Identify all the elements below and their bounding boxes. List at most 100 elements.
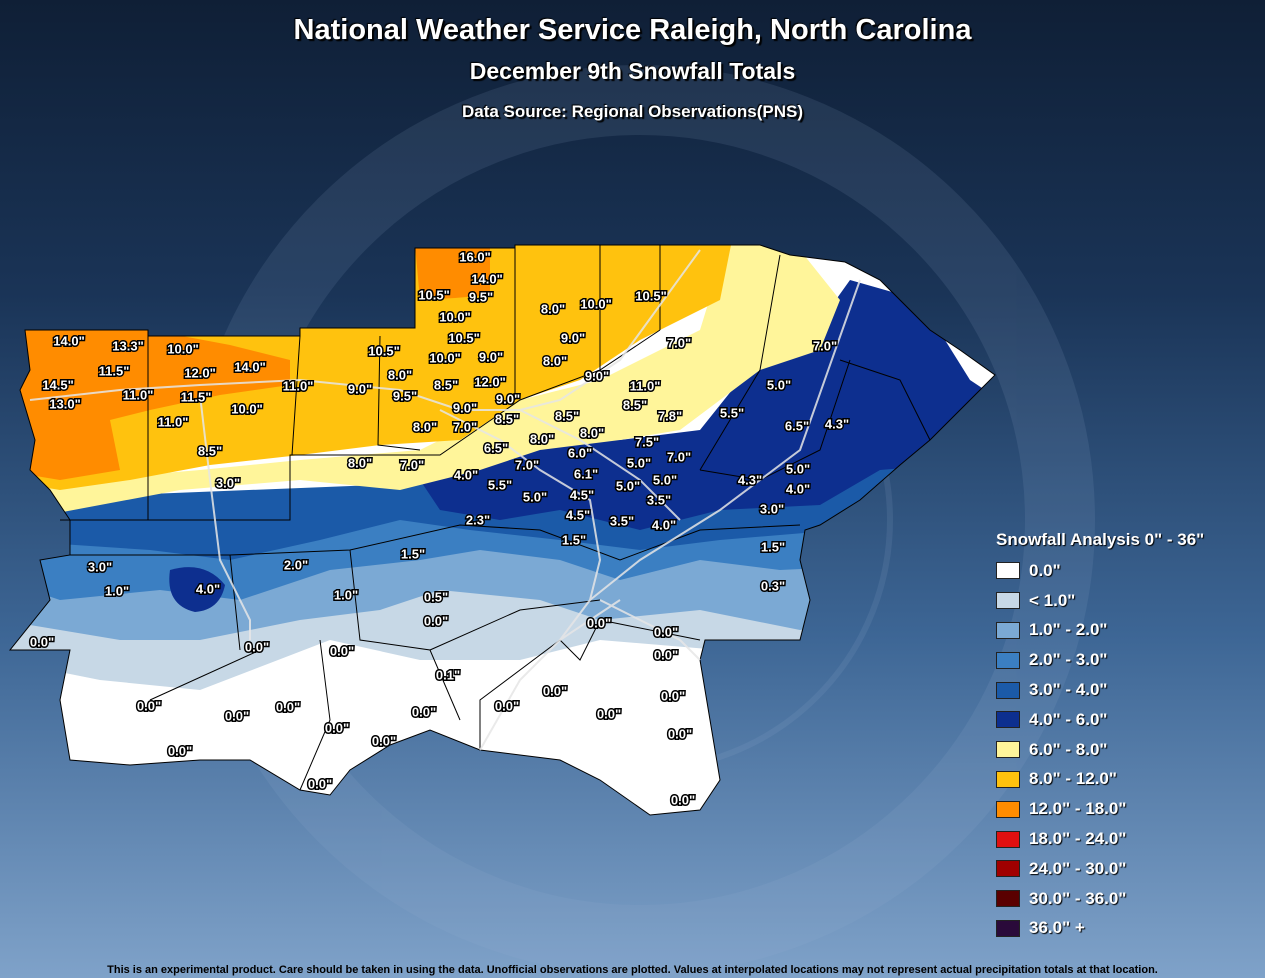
snowfall-observation: 10.0" xyxy=(167,341,198,356)
legend-label: 24.0" - 30.0" xyxy=(1029,858,1127,878)
county-borders xyxy=(8,244,996,816)
snowfall-observation: 8.0" xyxy=(348,455,372,470)
snowfall-observation: 1.0" xyxy=(105,583,129,598)
data-source: Data Source: Regional Observations(PNS) xyxy=(461,102,804,121)
snowfall-observation: 3.0" xyxy=(216,475,240,490)
snowfall-observation: 6.5" xyxy=(484,440,508,455)
snowfall-observation: 13.3" xyxy=(112,338,143,353)
legend-swatch xyxy=(996,592,1020,610)
snowfall-observation: 7.0" xyxy=(515,457,539,472)
legend: Snowfall Analysis 0" - 36" 0.0" < 1.0" 1.0… xyxy=(996,530,1204,943)
snowfall-observation: 11.5" xyxy=(99,363,130,378)
legend-label: 0.0" xyxy=(1029,560,1061,580)
snowfall-observation: 10.0" xyxy=(231,401,262,416)
snowfall-observation: 10.5" xyxy=(448,330,479,345)
snowfall-observation: 0.0" xyxy=(668,726,692,741)
snowfall-observation: 0.0" xyxy=(276,699,300,714)
snowfall-observation: 8.5" xyxy=(495,411,519,426)
observation-labels: 16.0" 14.0" 10.5" 9.5" 10.0" 10.5" 14.0" 13.3" 1… xyxy=(28,248,850,809)
legend-label: 18.0" - 24.0" xyxy=(1029,829,1127,849)
snowfall-observation: 3.5" xyxy=(610,513,634,528)
snowfall-observation: 0.0" xyxy=(137,698,161,713)
snowfall-observation: 0.1" xyxy=(436,667,460,682)
snowfall-observation: 0.0" xyxy=(325,720,349,735)
snowfall-observation: 10.5" xyxy=(368,343,399,358)
snowfall-observation: 4.0" xyxy=(196,581,220,596)
legend-item: 12.0" - 18.0" xyxy=(996,794,1204,824)
legend-swatch xyxy=(996,919,1020,937)
legend-rows: 0.0" < 1.0" 1.0" - 2.0" 2.0" - 3.0" 3.0" - 4… xyxy=(996,556,1204,943)
legend-item: 18.0" - 24.0" xyxy=(996,824,1204,854)
snowfall-observation: 14.5" xyxy=(42,377,73,392)
snowfall-observation: 4.0" xyxy=(786,481,810,496)
snowfall-observation: 5.5" xyxy=(720,405,744,420)
snowfall-observation: 0.0" xyxy=(308,776,332,791)
snowfall-observation: 9.0" xyxy=(496,391,520,406)
snowfall-observation: 10.0" xyxy=(580,296,611,311)
snowfall-observation: 10.0" xyxy=(429,350,460,365)
snowfall-observation: 7.0" xyxy=(667,449,691,464)
snowfall-observation: 0.0" xyxy=(245,639,269,654)
legend-item: 0.0" xyxy=(996,556,1204,586)
legend-swatch xyxy=(996,651,1020,669)
snowfall-observation: 0.0" xyxy=(654,624,678,639)
snowfall-observation: 0.0" xyxy=(543,683,567,698)
snowfall-observation: 8.0" xyxy=(543,353,567,368)
legend-swatch xyxy=(996,800,1020,818)
legend-item: 4.0" - 6.0" xyxy=(996,705,1204,735)
snowfall-observation: 0.0" xyxy=(671,792,695,807)
snowfall-observation: 12.0" xyxy=(474,374,505,389)
legend-item: 8.0" - 12.0" xyxy=(996,765,1204,795)
snowfall-observation: 0.0" xyxy=(495,698,519,713)
snowfall-observation: 1.0" xyxy=(334,587,358,602)
snowfall-observation: 10.5" xyxy=(635,288,666,303)
snowfall-observation: 13.0" xyxy=(49,396,80,411)
snowfall-observation: 7.8" xyxy=(658,408,682,423)
legend-item: 2.0" - 3.0" xyxy=(996,645,1204,675)
snowfall-observation: 7.0" xyxy=(400,457,424,472)
legend-label: 12.0" - 18.0" xyxy=(1029,799,1127,819)
snowfall-observation: 4.3" xyxy=(825,416,849,431)
snowfall-observation: 11.0" xyxy=(283,378,314,393)
snowfall-observation: 0.0" xyxy=(168,743,192,758)
snowfall-observation: 12.0" xyxy=(184,365,215,380)
snowfall-observation: 9.0" xyxy=(479,349,503,364)
legend-label: 1.0" - 2.0" xyxy=(1029,620,1108,640)
snowfall-observation: 5.0" xyxy=(767,377,791,392)
legend-label: 6.0" - 8.0" xyxy=(1029,739,1108,759)
snowfall-observation: 3.0" xyxy=(760,501,784,516)
snowfall-observation: 7.0" xyxy=(813,338,837,353)
snowfall-observation: 11.0" xyxy=(630,378,661,393)
legend-item: < 1.0" xyxy=(996,586,1204,616)
snowfall-observation: 7.0" xyxy=(453,419,477,434)
legend-item: 1.0" - 2.0" xyxy=(996,616,1204,646)
snowfall-observation: 0.0" xyxy=(587,615,611,630)
snowfall-observation: 5.5" xyxy=(488,477,512,492)
snowfall-observation: 0.3" xyxy=(761,578,785,593)
legend-item: 24.0" - 30.0" xyxy=(996,854,1204,884)
snowfall-observation: 9.0" xyxy=(348,381,372,396)
disclaimer-footer: This is an experimental product. Care sh… xyxy=(107,964,1158,976)
snowfall-observation: 8.5" xyxy=(623,397,647,412)
snowfall-observation: 0.0" xyxy=(412,704,436,719)
legend-label: 8.0" - 12.0" xyxy=(1029,769,1117,789)
snowfall-observation: 9.0" xyxy=(453,400,477,415)
snowfall-observation: 6.0" xyxy=(568,445,592,460)
snowfall-observation: 6.1" xyxy=(574,466,598,481)
snowfall-observation: 0.0" xyxy=(654,647,678,662)
legend-title: Snowfall Analysis 0" - 36" xyxy=(996,530,1205,549)
legend-swatch xyxy=(996,860,1020,878)
snowfall-observation: 7.5" xyxy=(635,434,659,449)
snowfall-observation: 0.0" xyxy=(330,643,354,658)
snowfall-observation: 4.3" xyxy=(738,472,762,487)
legend-item: 30.0" - 36.0" xyxy=(996,884,1204,914)
legend-item: 36.0" + xyxy=(996,914,1204,944)
snowfall-observation: 5.0" xyxy=(786,461,810,476)
snowfall-observation: 16.0" xyxy=(459,249,490,264)
snowfall-observation: 8.0" xyxy=(388,367,412,382)
snowfall-observation: 0.0" xyxy=(372,733,396,748)
snowfall-observation: 9.0" xyxy=(561,330,585,345)
snowfall-observation: 14.0" xyxy=(234,359,265,374)
snowfall-observation: 10.0" xyxy=(439,309,470,324)
snowfall-observation: 14.0" xyxy=(53,333,84,348)
